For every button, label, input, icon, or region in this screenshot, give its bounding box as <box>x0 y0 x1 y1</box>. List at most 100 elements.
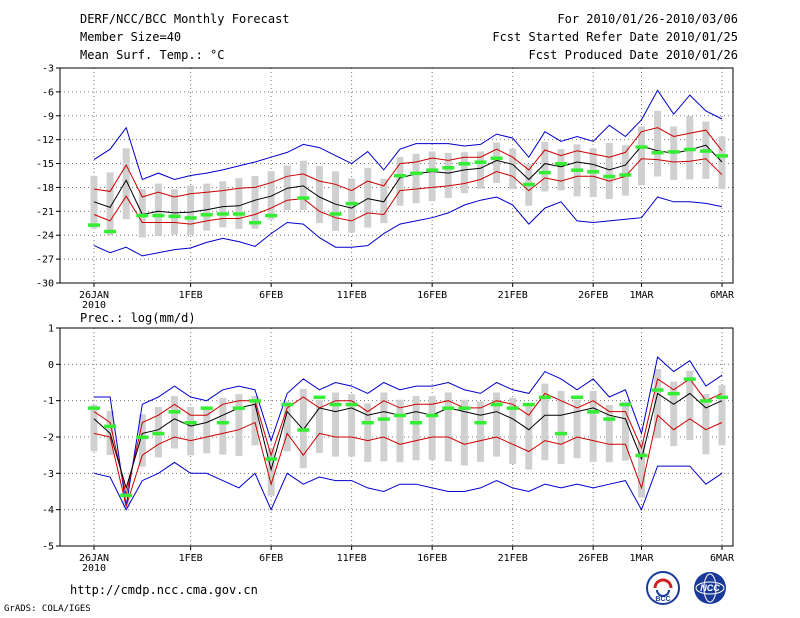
prec-year-label: 2010 <box>82 563 106 574</box>
prec-spread-box <box>541 383 549 461</box>
temp-xtick-label: 21FEB <box>498 290 528 301</box>
temp-observed-mark <box>249 220 262 225</box>
temp-spread-box <box>396 157 404 206</box>
temp-spread-box <box>541 141 549 192</box>
prec-spread-box <box>283 401 291 452</box>
prec-spread-box <box>428 396 436 460</box>
prec-observed-mark <box>426 413 439 418</box>
bcc-logo-text: BCC <box>655 596 670 603</box>
prec-observed-mark <box>361 420 374 425</box>
prec-spread-box <box>476 401 484 462</box>
prec-xtick-label: 6MAR <box>710 553 735 564</box>
temp-spread-box <box>138 189 146 238</box>
temp-ytick-label: -3 <box>42 64 54 75</box>
prec-ytick-label: -1 <box>42 396 54 407</box>
temp-observed-mark <box>136 213 149 218</box>
temp-spread-box <box>332 171 340 231</box>
temp-xtick-label: 1FEB <box>179 290 203 301</box>
prec-observed-mark <box>506 406 519 410</box>
temp-spread-box <box>364 167 372 228</box>
temp-spread-box <box>154 183 162 237</box>
temp-observed-mark <box>651 150 664 155</box>
prec-title: Prec.: log(mm/d) <box>80 311 196 325</box>
prec-ytick-label: -3 <box>42 469 54 480</box>
prec-observed-mark <box>603 417 616 421</box>
temp-frame <box>59 67 734 284</box>
temp-observed-mark <box>216 212 229 216</box>
variable-label: Mean Surf. Temp.: °C <box>80 48 225 62</box>
prec-ytick-label: 0 <box>48 360 54 371</box>
temp-observed-mark <box>329 212 342 216</box>
prec-spread-box <box>525 405 533 470</box>
temp-observed-mark <box>587 170 600 174</box>
temp-ytick-label: -15 <box>36 159 54 170</box>
prec-spread-box <box>589 390 597 462</box>
temp-observed-mark <box>554 162 567 166</box>
temp-ytick-label: -18 <box>36 183 54 194</box>
prec-ytick-label: -5 <box>42 542 54 553</box>
prec-observed-mark <box>249 399 262 403</box>
prec-spread-box <box>493 392 501 457</box>
prec-max-line <box>94 356 723 507</box>
prec-observed-mark <box>329 402 342 407</box>
temp-ytick-label: -27 <box>36 255 54 266</box>
temp-observed-mark <box>88 223 100 227</box>
prec-spread-box <box>396 399 404 463</box>
temp-spread-box <box>460 152 468 194</box>
temp-xtick-label: 6FEB <box>259 290 283 301</box>
prec-lower-line <box>93 414 723 508</box>
source-url[interactable]: http://cmdp.ncc.cma.gov.cn <box>70 583 258 597</box>
prec-observed-mark <box>683 377 696 381</box>
prec-spread-box <box>187 407 195 456</box>
temp-observed-mark <box>667 150 680 154</box>
prec-observed-mark <box>232 406 245 410</box>
prec-spread-box <box>90 405 98 452</box>
temp-ytick-label: -9 <box>42 111 54 122</box>
temp-ytick-label: -21 <box>36 207 54 218</box>
prec-xtick-label: 1MAR <box>629 553 654 564</box>
temp-spread-box <box>605 142 613 199</box>
prec-observed-mark <box>716 395 728 400</box>
temp-spread-box <box>235 178 243 229</box>
prec-observed-mark <box>88 406 100 410</box>
temp-lower-line <box>93 158 723 225</box>
temp-observed-mark <box>522 182 535 187</box>
temp-observed-mark <box>184 216 197 220</box>
temp-xtick-label: 26FEB <box>578 290 608 301</box>
temp-year-label: 2010 <box>82 300 106 311</box>
prec-observed-mark <box>281 402 294 407</box>
prec-xtick-label: 11FEB <box>337 553 367 564</box>
temp-observed-mark <box>200 213 213 217</box>
temp-mean-line <box>93 144 723 216</box>
temp-observed-mark <box>345 201 358 206</box>
temp-observed-mark <box>538 170 551 175</box>
temp-observed-mark <box>474 160 487 164</box>
temp-spread-box <box>187 185 195 235</box>
prec-observed-mark <box>699 399 712 403</box>
temp-observed-mark <box>232 212 245 216</box>
prec-observed-mark <box>168 410 181 414</box>
prec-spread-box <box>364 403 372 462</box>
temp-spread-box <box>203 183 211 231</box>
temp-spread-box <box>106 172 114 236</box>
temp-spread-box <box>493 142 501 183</box>
temp-upper-line <box>93 127 723 198</box>
temp-spread-box <box>654 110 662 177</box>
prec-spread-box <box>654 369 662 439</box>
temp-ytick-label: -30 <box>36 279 54 290</box>
prec-spread-box <box>251 395 259 446</box>
temp-observed-mark <box>699 149 712 153</box>
temp-min-line <box>93 196 723 257</box>
prec-spread-box <box>460 399 468 466</box>
prec-observed-mark <box>393 413 406 418</box>
temp-spread-box <box>299 160 307 211</box>
temp-spread-box <box>315 166 323 224</box>
prec-spread-box <box>332 392 340 457</box>
prec-spread-box <box>219 397 227 455</box>
prec-observed-mark <box>554 431 567 436</box>
prec-spread-box <box>573 399 581 459</box>
prec-spread-box <box>203 408 211 454</box>
temp-ytick-label: -6 <box>42 87 54 98</box>
prec-observed-mark <box>313 395 326 400</box>
